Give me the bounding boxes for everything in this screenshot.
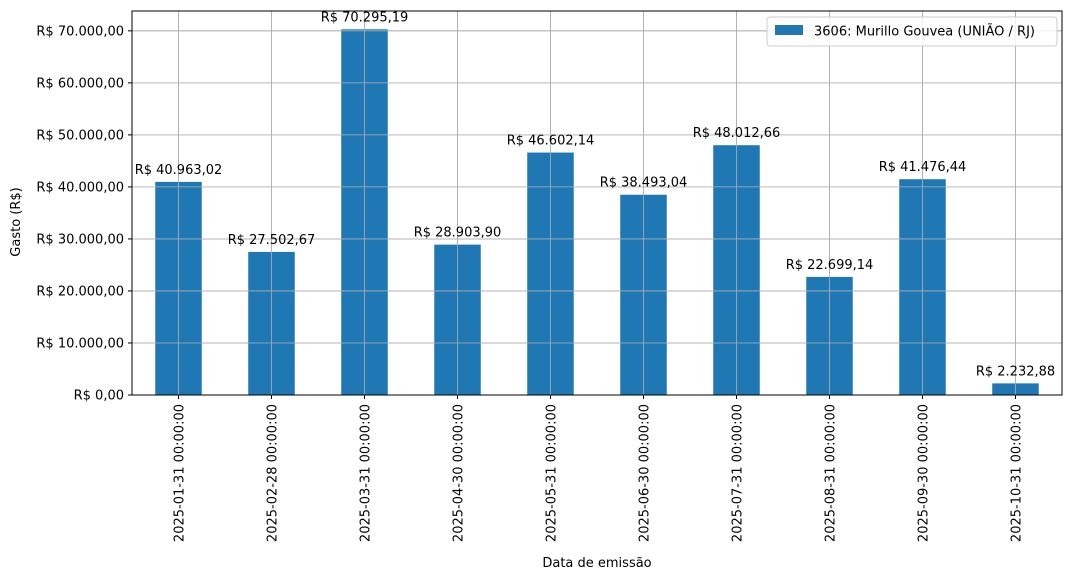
x-tick-label: 2025-04-30 00:00:00 [452, 404, 467, 542]
y-axis-title: Gasto (R$) [9, 187, 24, 256]
data-labels: R$ 40.963,02 R$ 27.502,67 R$ 70.295,19 R$ 2… [135, 10, 1055, 379]
x-tick-label: 2025-08-31 00:00:00 [824, 404, 839, 542]
bar-value-label: R$ 38.493,04 [600, 176, 688, 191]
y-tick-label: R$ 30.000,00 [36, 232, 124, 247]
plot-frame [131, 10, 1063, 396]
x-tick-label: 2025-05-31 00:00:00 [545, 404, 560, 542]
y-tick-label: R$ 20.000,00 [36, 284, 124, 299]
bar-value-label: R$ 27.502,67 [228, 233, 316, 248]
x-tick-label: 2025-07-31 00:00:00 [731, 404, 746, 542]
legend-frame [766, 16, 1058, 47]
y-tick-label: R$ 50.000,00 [36, 128, 124, 143]
y-tick-label: R$ 10.000,00 [36, 336, 124, 351]
plot-border [131, 10, 1063, 396]
y-axis: R$ 0,00 R$ 10.000,00 R$ 20.000,00 R$ 30.000… [36, 24, 132, 404]
y-tick-label: R$ 0,00 [74, 389, 124, 404]
x-tick-label: 2025-02-28 00:00:00 [266, 404, 281, 542]
x-tick-label: 2025-03-31 00:00:00 [359, 404, 374, 542]
bar-value-label: R$ 2.232,88 [976, 364, 1055, 379]
bar-value-label: R$ 22.699,14 [786, 258, 874, 273]
bars [155, 29, 1039, 396]
bar-value-label: R$ 41.476,44 [879, 160, 967, 175]
x-axis-title: Data de emissão [542, 556, 651, 571]
bar-value-label: R$ 40.963,02 [135, 163, 223, 178]
bar-value-label: R$ 28.903,90 [414, 226, 502, 241]
x-tick-label: 2025-01-31 00:00:00 [173, 404, 188, 542]
legend-label: 3606: Murillo Gouvea (UNIÃO / RJ) [814, 24, 1035, 40]
y-tick-label: R$ 40.000,00 [36, 180, 124, 195]
legend-swatch [775, 25, 803, 35]
bar-value-label: R$ 48.012,66 [693, 126, 781, 141]
x-tick-label: 2025-10-31 00:00:00 [1010, 404, 1025, 542]
legend: 3606: Murillo Gouvea (UNIÃO / RJ) [766, 16, 1058, 47]
bar-value-label: R$ 46.602,14 [507, 134, 595, 149]
x-axis: 2025-01-31 00:00:00 2025-02-28 00:00:00 20… [173, 395, 1025, 542]
y-tick-label: R$ 60.000,00 [36, 76, 124, 91]
x-tick-label: 2025-09-30 00:00:00 [917, 404, 932, 542]
bar-value-label: R$ 70.295,19 [321, 10, 409, 25]
x-tick-label: 2025-06-30 00:00:00 [638, 404, 653, 542]
y-tick-label: R$ 70.000,00 [36, 24, 124, 39]
